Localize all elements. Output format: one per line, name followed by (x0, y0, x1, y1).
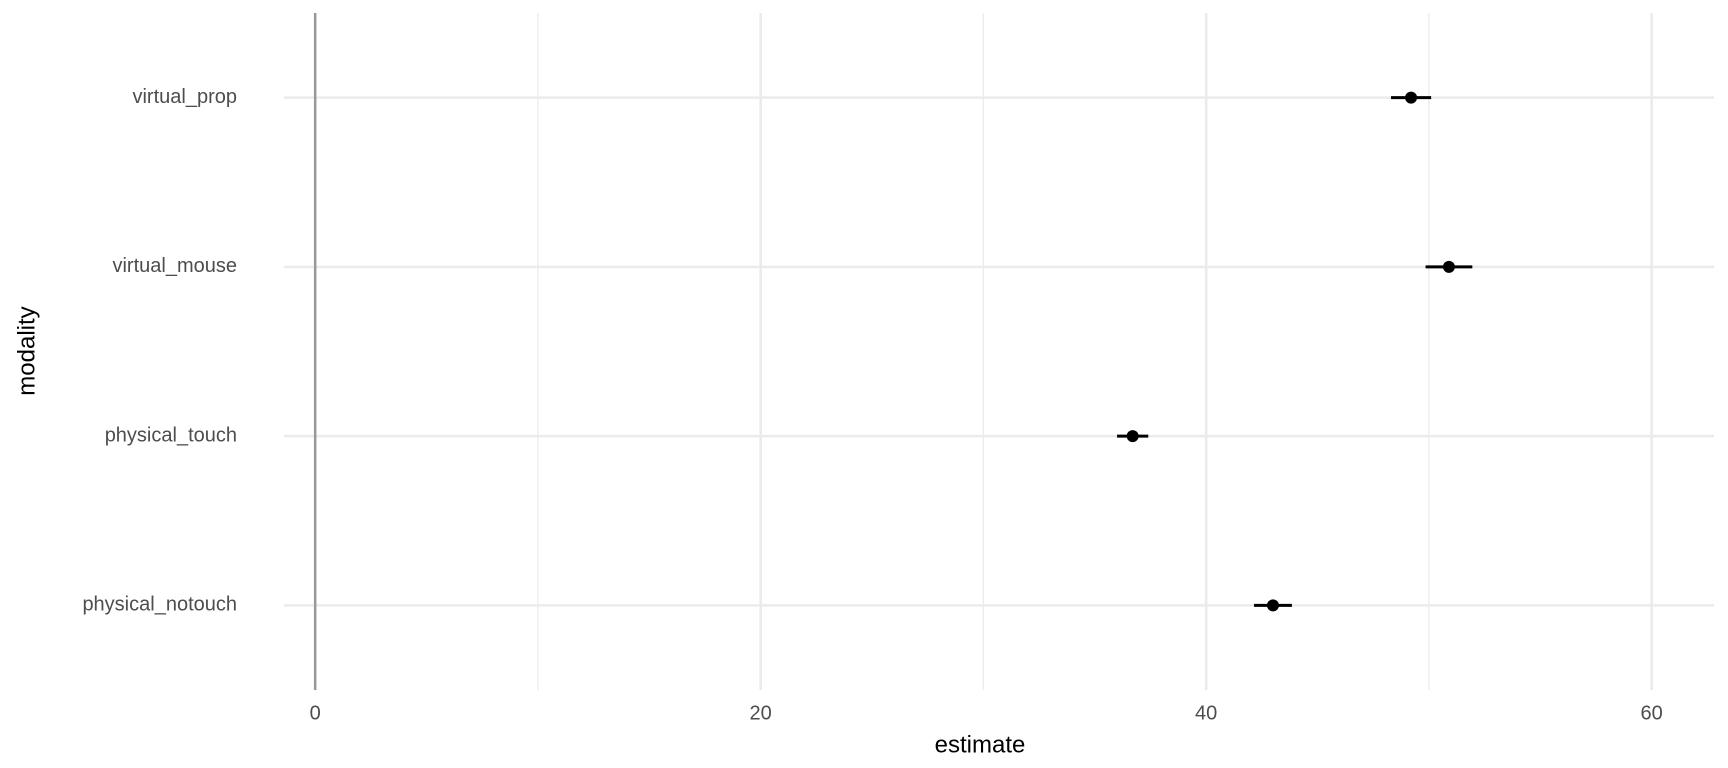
point (1442, 260, 1455, 273)
y-tick-label: virtual_prop (132, 86, 237, 108)
point (1266, 599, 1279, 612)
y-tick-label: virtual_mouse (112, 255, 237, 277)
x-axis-title: estimate (935, 731, 1026, 758)
y-tick-label: physical_touch (105, 424, 237, 446)
point (1126, 430, 1139, 443)
y-tick-label: physical_notouch (82, 594, 237, 616)
point (1405, 91, 1418, 104)
x-tick-label: 40 (1195, 702, 1217, 724)
x-tick-label: 20 (750, 702, 772, 724)
x-tick-label: 60 (1641, 702, 1663, 724)
x-tick-label: 0 (310, 702, 321, 724)
y-axis-title: modality (13, 306, 40, 395)
